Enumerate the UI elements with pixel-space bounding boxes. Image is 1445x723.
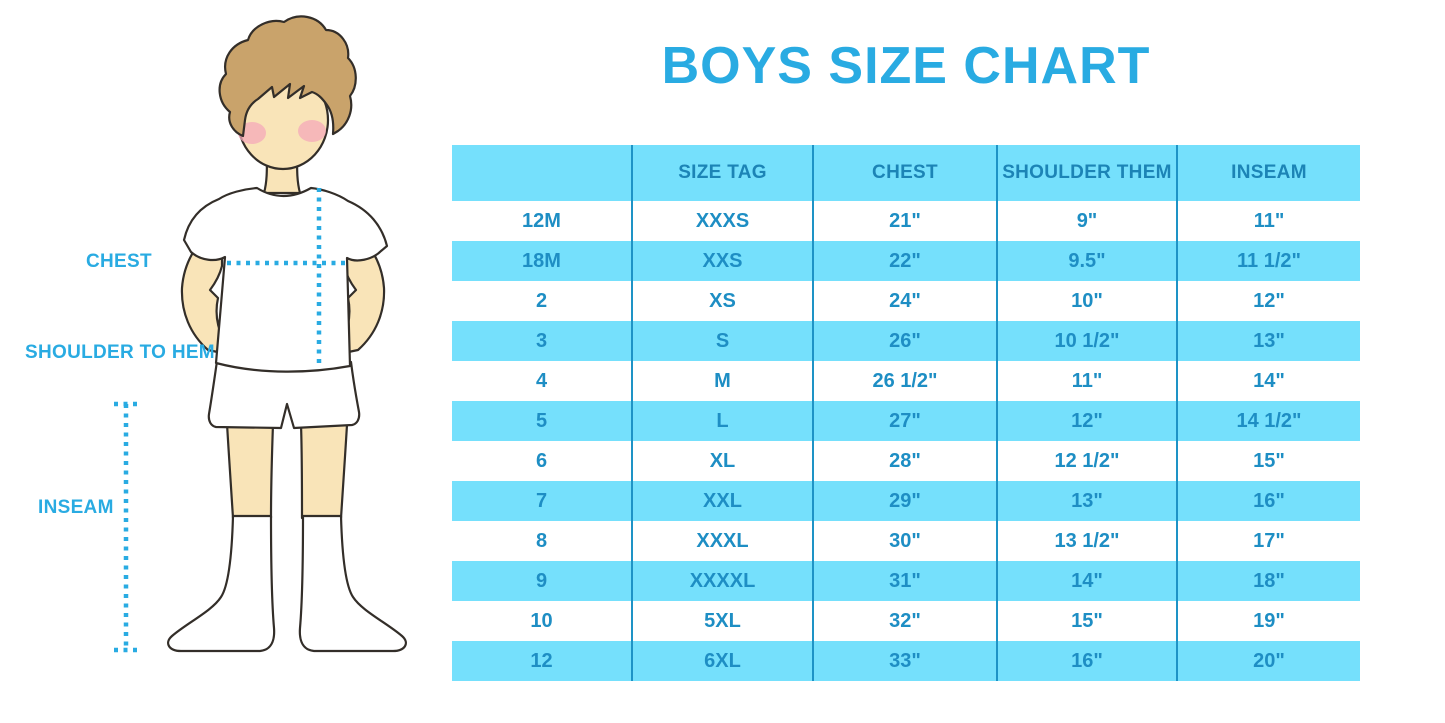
shoulder-to-hem-label: SHOULDER TO HEM — [25, 342, 215, 363]
header-cell — [452, 145, 633, 201]
table-cell: 24" — [814, 281, 998, 321]
table-cell: 9 — [452, 561, 633, 601]
table-row: 10 5XL 32" 15" 19" — [452, 601, 1360, 641]
table-cell: 15" — [1253, 449, 1285, 472]
table-cell: 15" — [998, 601, 1178, 641]
table-cell: 11 1/2" — [1237, 249, 1301, 272]
table-cell: 6 — [452, 441, 633, 481]
table-cell: 28" — [814, 441, 998, 481]
table-cell: 26" — [814, 321, 998, 361]
table-cell: XL — [633, 441, 814, 481]
table-cell: 13" — [998, 481, 1178, 521]
boy-shirt — [182, 186, 389, 373]
header-cell: SIZE TAG — [633, 145, 814, 201]
table-cell: 5XL — [633, 601, 814, 641]
table-cell: 22" — [814, 241, 998, 281]
table-cell: 19" — [1253, 609, 1285, 632]
table-row: 7 XXL 29" 13" 16" — [452, 481, 1360, 521]
table-row: 3 S 26" 10 1/2" 13" — [452, 321, 1360, 361]
table-cell: S — [633, 321, 814, 361]
table-cell: 9" — [998, 201, 1178, 241]
header-cell: INSEAM — [1231, 162, 1307, 183]
table-row: 8 XXXL 30" 13 1/2" 17" — [452, 521, 1360, 561]
boy-sock-right — [298, 514, 407, 653]
table-cell: 7 — [452, 481, 633, 521]
table-header-row: SIZE TAG CHEST SHOULDER THEM INSEAM — [452, 145, 1360, 201]
table-cell: 13" — [1253, 329, 1285, 352]
table-cell: 6XL — [633, 641, 814, 681]
table-cell: 18" — [1253, 569, 1285, 592]
size-table: SIZE TAG CHEST SHOULDER THEM INSEAM 12M XXXS 2… — [452, 145, 1360, 681]
table-cell: 31" — [814, 561, 998, 601]
table-row: 18M XXS 22" 9.5" 11 1/2" — [452, 241, 1360, 281]
table-row: 2 XS 24" 10" 12" — [452, 281, 1360, 321]
table-row: 12 6XL 33" 16" 20" — [452, 641, 1360, 681]
table-cell: 3 — [452, 321, 633, 361]
table-cell: 32" — [814, 601, 998, 641]
table-cell: 30" — [814, 521, 998, 561]
table-cell: 14 1/2" — [1236, 409, 1302, 432]
table-cell: M — [633, 361, 814, 401]
table-cell: 12" — [1253, 289, 1285, 312]
table-cell: 4 — [452, 361, 633, 401]
table-cell: 9.5" — [998, 241, 1178, 281]
table-cell: 29" — [814, 481, 998, 521]
table-cell: 10 — [452, 601, 633, 641]
table-cell: XXXXL — [633, 561, 814, 601]
table-cell: 26 1/2" — [814, 361, 998, 401]
table-cell: 8 — [452, 521, 633, 561]
table-cell: 12" — [998, 401, 1178, 441]
table-cell: 10" — [998, 281, 1178, 321]
boy-illustration — [114, 15, 407, 653]
page-title: BOYS SIZE CHART — [661, 37, 1151, 95]
table-cell: 11" — [998, 361, 1178, 401]
table-cell: 12M — [452, 201, 633, 241]
boy-blush-right — [298, 120, 326, 142]
table-cell: 16" — [1253, 489, 1285, 512]
chest-label: CHEST — [86, 251, 152, 272]
table-cell: 16" — [998, 641, 1178, 681]
table-row: 4 M 26 1/2" 11" 14" — [452, 361, 1360, 401]
table-cell: 20" — [1253, 649, 1285, 672]
inseam-label: INSEAM — [38, 497, 114, 518]
table-cell: 12 1/2" — [998, 441, 1178, 481]
boy-figure-area: CHEST SHOULDER TO HEM INSEAM — [0, 0, 452, 723]
boy-leg-right — [299, 423, 349, 520]
table-cell: 17" — [1253, 529, 1285, 552]
table-cell: 33" — [814, 641, 998, 681]
table-cell: 5 — [452, 401, 633, 441]
table-row: 12M XXXS 21" 9" 11" — [452, 201, 1360, 241]
table-cell: XXXS — [633, 201, 814, 241]
table-cell: 14" — [998, 561, 1178, 601]
header-cell: SHOULDER THEM — [998, 145, 1178, 201]
table-cell: 11" — [1253, 209, 1285, 232]
table-cell: 13 1/2" — [998, 521, 1178, 561]
table-cell: 21" — [814, 201, 998, 241]
table-cell: XXS — [633, 241, 814, 281]
table-cell: 2 — [452, 281, 633, 321]
table-row: 6 XL 28" 12 1/2" 15" — [452, 441, 1360, 481]
table-cell: XXL — [633, 481, 814, 521]
table-cell: 12 — [452, 641, 633, 681]
boy-hair — [218, 15, 357, 138]
boy-sock-left — [167, 514, 276, 653]
table-cell: L — [633, 401, 814, 441]
table-cell: 14" — [1253, 369, 1285, 392]
table-row: 5 L 27" 12" 14 1/2" — [452, 401, 1360, 441]
header-cell: CHEST — [814, 145, 998, 201]
table-cell: XS — [633, 281, 814, 321]
table-row: 9 XXXXL 31" 14" 18" — [452, 561, 1360, 601]
table-cell: 27" — [814, 401, 998, 441]
table-cell: 10 1/2" — [998, 321, 1178, 361]
table-cell: 18M — [452, 241, 633, 281]
boy-leg-left — [225, 422, 275, 520]
table-cell: XXXL — [633, 521, 814, 561]
